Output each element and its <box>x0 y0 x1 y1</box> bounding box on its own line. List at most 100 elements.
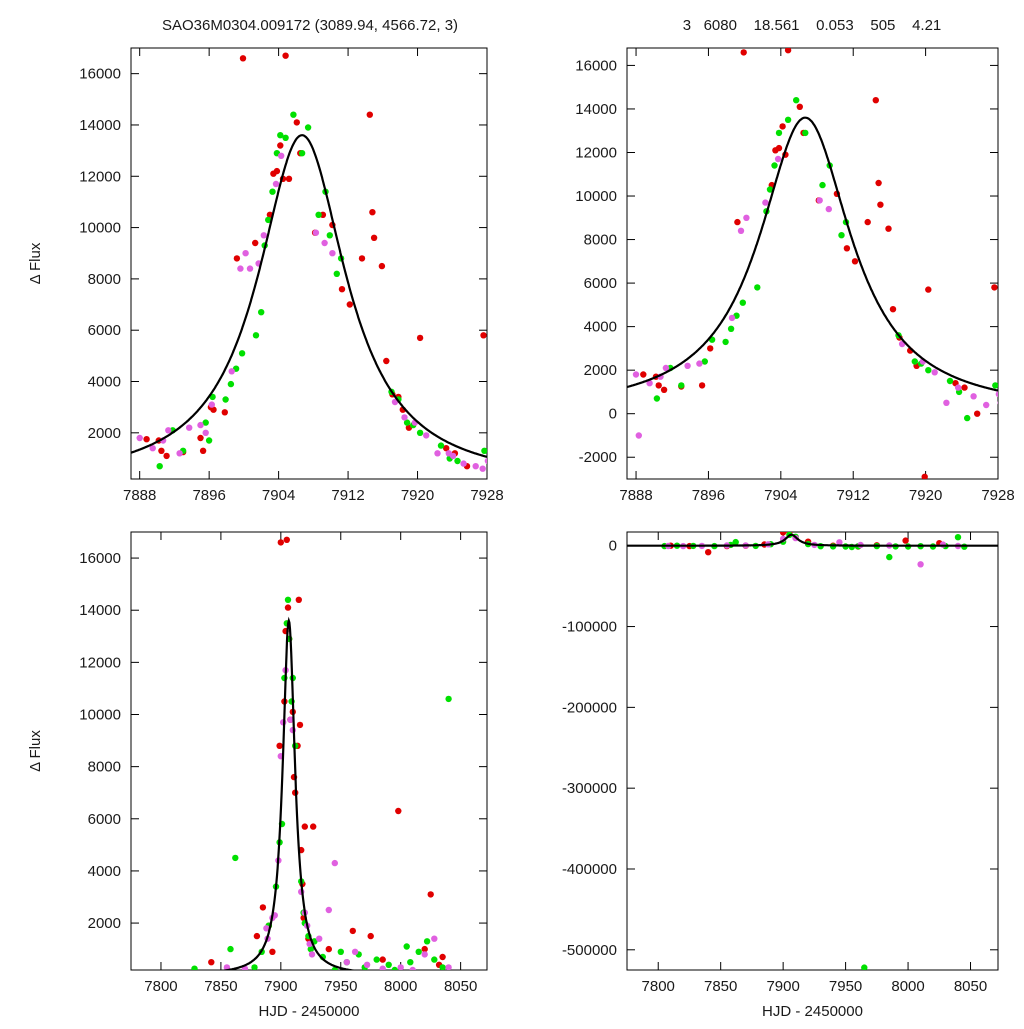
data-point <box>370 234 378 241</box>
data-point <box>277 132 284 139</box>
y-tick-label: 8000 <box>584 232 617 249</box>
y-tick-label: 14000 <box>79 117 121 134</box>
data-point <box>771 162 778 169</box>
data-point <box>349 927 356 935</box>
data-point <box>176 450 183 457</box>
data-point <box>779 123 786 130</box>
data-point <box>403 419 411 426</box>
data-point <box>373 956 380 963</box>
data-point <box>678 382 685 389</box>
data-point <box>293 119 300 126</box>
data-point <box>917 561 924 568</box>
data-point <box>383 357 390 365</box>
data-point <box>143 436 150 443</box>
data-point <box>238 350 246 357</box>
data-point <box>304 124 312 131</box>
y-tick-label: 6000 <box>88 811 121 828</box>
data-point <box>632 371 640 378</box>
data-point <box>232 854 239 862</box>
data-point <box>296 721 304 729</box>
data-point <box>431 935 438 942</box>
x-tick-label: 7896 <box>692 487 725 504</box>
panels: 7888 7896 7904 7912 7920 7928 2000 4000 6000 8000… <box>27 47 1015 1020</box>
data-point <box>902 537 909 544</box>
data-point <box>423 938 431 945</box>
data-point <box>272 180 280 188</box>
chart-panel-top-right: 7888 7896 7904 7912 7920 7928 -2000 0 2000 4000 60… <box>575 47 1015 504</box>
data-point <box>263 925 270 932</box>
data-point <box>205 437 213 444</box>
data-point <box>698 382 706 389</box>
y-tick-label: -200000 <box>562 699 617 716</box>
data-point <box>943 399 950 406</box>
data-point <box>838 232 845 239</box>
data-point <box>295 596 302 603</box>
data-point <box>269 948 276 955</box>
data-point <box>415 948 422 955</box>
chart-panel-bottom-left: 7800 7850 7900 7950 8000 8050 2000 4000 6000 8000… <box>27 531 488 1020</box>
data-point <box>409 966 416 970</box>
data-point <box>346 301 353 308</box>
data-point <box>961 384 968 391</box>
data-point <box>228 368 235 375</box>
x-tick-label: 7896 <box>192 487 225 504</box>
data-point <box>784 116 792 124</box>
data-point <box>662 364 670 372</box>
data-point <box>325 945 332 953</box>
data-point <box>246 265 254 272</box>
data-point <box>321 239 328 247</box>
data-point <box>836 539 843 546</box>
data-point <box>197 421 204 429</box>
data-point <box>338 286 346 293</box>
data-point <box>439 964 446 970</box>
data-point <box>480 332 487 339</box>
data-point <box>251 964 258 970</box>
data-point <box>208 401 215 408</box>
data-point <box>793 97 800 104</box>
data-point <box>222 396 229 403</box>
data-point <box>277 539 284 546</box>
data-point <box>208 959 215 966</box>
data-point <box>472 463 479 470</box>
data-point <box>481 447 487 454</box>
data-points <box>136 52 487 472</box>
data-point <box>136 434 143 442</box>
data-point <box>366 111 373 118</box>
data-point <box>307 945 314 953</box>
data-point <box>276 742 283 749</box>
data-point <box>197 434 204 442</box>
data-point <box>774 155 782 163</box>
data-point <box>290 111 297 118</box>
data-point <box>775 129 783 137</box>
data-point <box>316 935 323 942</box>
data-point <box>186 424 193 431</box>
left-header-title: SAO36M0304.009172 (3089.94, 4566.72, 3) <box>162 17 458 34</box>
data-point <box>449 452 457 460</box>
data-point <box>445 695 452 703</box>
data-point <box>379 956 386 963</box>
data-point <box>221 409 228 416</box>
data-point <box>640 371 647 378</box>
x-tick-label: 7950 <box>324 978 357 995</box>
data-point <box>843 245 851 252</box>
x-axis-label: HJD - 2450000 <box>259 1003 360 1020</box>
data-point <box>326 232 333 239</box>
plot-frame <box>130 47 488 480</box>
data-point <box>416 429 424 436</box>
y-tick-label: 2000 <box>584 362 617 379</box>
x-tick-label: 7900 <box>766 978 799 995</box>
data-point <box>925 286 932 293</box>
y-tick-label: 0 <box>609 538 617 555</box>
plot-frame <box>626 531 999 971</box>
data-point <box>955 384 962 391</box>
data-point <box>378 262 386 270</box>
y-tick-label: 4000 <box>584 319 617 336</box>
x-tick-label: 8000 <box>384 978 417 995</box>
data-point <box>308 951 316 958</box>
y-tick-label: 14000 <box>79 602 121 619</box>
x-tick-label: 7912 <box>837 487 870 504</box>
data-point <box>282 52 289 59</box>
data-point <box>911 358 918 365</box>
data-point <box>227 380 235 388</box>
